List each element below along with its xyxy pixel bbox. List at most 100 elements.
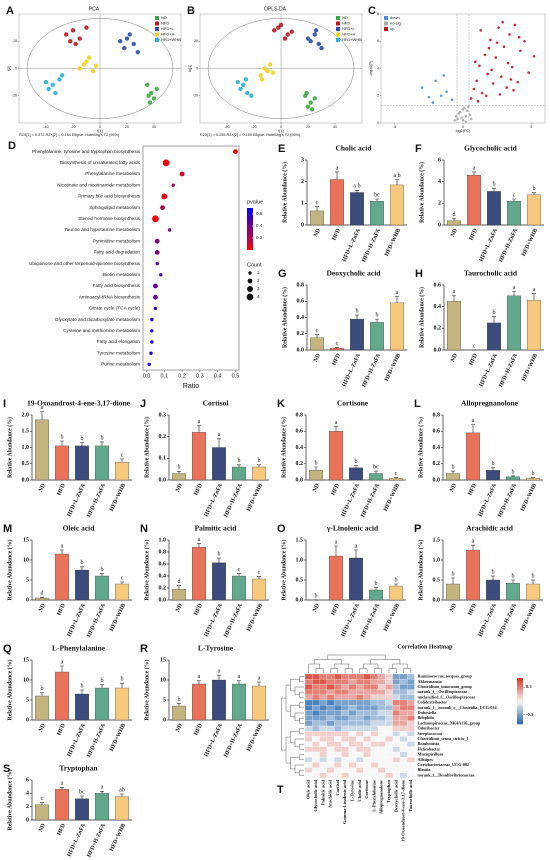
heatmap-cell [341,725,349,732]
color-bar-step [517,701,523,704]
heatmap-cell [348,710,357,716]
heatmap-cell [356,746,364,753]
heatmap-cell [363,720,371,727]
error-bar [492,316,496,323]
y-tick-label: 8 [377,12,379,16]
bar [252,578,266,601]
data-point [319,45,324,51]
significance-letter: b [452,464,455,470]
significance-letter: a b [353,184,360,190]
heatmap-cell [356,689,364,695]
y-tick-label: 1.0 [433,557,441,563]
heatmap-cell [348,699,357,706]
color-bar [247,208,253,250]
heatmap-cell [407,772,415,779]
category-label: Nicotinate and nicotinamide metabolism [57,182,140,187]
bar [192,432,206,481]
data-point [489,38,492,42]
color-bar-step [517,698,523,702]
x-tick-label: 0 [280,125,282,129]
bar [507,295,521,351]
heatmap-cell [385,767,393,773]
x-tick-label: ND [313,228,322,238]
heatmap-cell [304,772,313,779]
heatmap-cell [326,757,335,763]
error-bar [355,314,359,320]
heatmap-cell [370,705,379,711]
significance-letter: b [532,573,535,579]
significance-letter: b [533,186,536,192]
row-label: Helicobacter [418,746,441,751]
legend-swatch [384,27,388,31]
y-tick-label: 0.4 [159,573,167,579]
heatmap-cell [370,741,379,747]
error-bar [511,475,515,477]
x-tick-label: 0.2 [178,373,186,379]
panel-label: B [187,5,195,17]
data-point [235,79,240,85]
bar [370,201,384,226]
heatmap-cell [304,720,313,727]
data-point [427,95,431,99]
category-label: Purine metabolism [101,362,140,367]
legend-swatch [336,16,340,20]
bar [329,555,343,601]
data-point [77,36,82,41]
heatmap-cell [356,772,364,779]
x-tick-label: HFD [331,228,342,242]
significance-letter: b [375,581,378,587]
significance-letter: b [532,471,535,477]
heatmap-cell [326,767,335,773]
chart-title: OPLS-DA [264,6,287,12]
significance-letter: b [81,436,84,442]
data-point [442,74,446,77]
bar [527,194,541,226]
row-label: unclassified_f__Oscillospiraceae [418,694,476,699]
heatmap-cell [363,684,371,690]
x-tick-label: HFD [193,483,204,497]
color-bar-step [517,689,523,693]
bar [486,579,500,601]
legend-label: HFD+H [161,32,175,37]
legend-swatch [336,21,340,26]
heatmap-cell [363,731,371,737]
legend-swatch [155,27,159,31]
data-point [499,75,503,78]
panel-label: N [140,523,148,535]
significance-letter: c [336,341,339,347]
y-tick-label: 0.0 [297,347,305,353]
column-label: Glycocholic acid [313,780,318,812]
panel-label: A [6,5,14,17]
y-axis-label: Relative Abundance (%) [418,287,425,348]
data-point [151,96,157,101]
heatmap-cell [356,725,364,732]
heatmap-cell [341,710,349,716]
heatmap-cell [392,746,401,753]
bar [115,796,129,821]
x-tick-label: ND [38,483,47,493]
bar [369,473,383,481]
error-bar [80,566,84,570]
error-bar [531,579,535,584]
category-label: Tyrosine metabolism [97,350,140,355]
heatmap-cell [319,710,328,716]
y-tick-label: 20 [13,39,17,43]
significance-letter: a [396,290,399,296]
y-tick-label: 0 [377,121,379,125]
bar [252,685,266,721]
data-point [509,78,513,81]
significance-letter: b [315,593,318,599]
heatmap-cell [392,751,401,758]
heatmap-cell [334,694,342,701]
color-bar-step [517,712,523,716]
y-tick-label: 0.0 [159,477,167,483]
legend-label: HFD+WHB [342,37,362,42]
data-point [467,105,470,108]
significance-letter: b [258,458,261,464]
y-tick-label: 0.0 [434,347,442,353]
heatmap-cell [319,772,328,779]
panel-label: T [277,784,284,796]
significance-letter: c [316,200,319,206]
heatmap-cell [392,741,401,747]
